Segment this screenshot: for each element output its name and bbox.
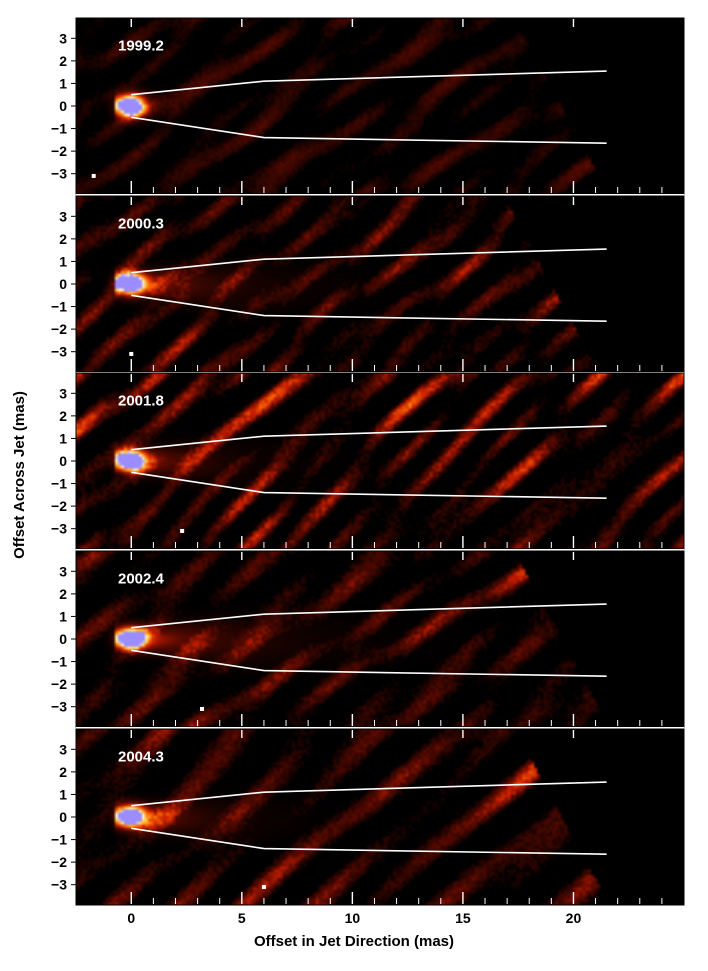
y-tick-label: −2 bbox=[51, 143, 67, 159]
x-tick-label: 0 bbox=[127, 910, 135, 926]
jet-boundary-lower bbox=[131, 827, 607, 856]
jet-boundary-lower bbox=[131, 116, 607, 145]
y-tick-label: −1 bbox=[51, 299, 67, 315]
beam-marker bbox=[129, 351, 134, 356]
y-tick-label: −1 bbox=[51, 832, 67, 848]
jet-boundary-upper bbox=[131, 425, 607, 451]
x-tick-label: 10 bbox=[345, 910, 361, 926]
y-tick-label: 1 bbox=[59, 75, 67, 91]
panel-4: 2002.4 −3 −2 −1 0 1 2 3 bbox=[51, 550, 685, 729]
jet-boundary-upper bbox=[131, 603, 607, 629]
beam-marker bbox=[261, 884, 266, 889]
y-tick-label: −2 bbox=[51, 498, 67, 514]
epoch-label: 2004.3 bbox=[118, 749, 164, 766]
y-tick-label: 1 bbox=[59, 430, 67, 446]
panel-3: 2001.8 −3 −2 −1 0 1 2 3 bbox=[51, 372, 685, 551]
jet-boundary-upper bbox=[131, 70, 607, 96]
y-tick-label: 0 bbox=[59, 453, 67, 469]
y-tick-label: 2 bbox=[59, 231, 67, 247]
y-tick-label: −3 bbox=[51, 521, 67, 537]
x-tick-label: 20 bbox=[566, 910, 582, 926]
epoch-label: 2002.4 bbox=[118, 571, 165, 588]
panel-image bbox=[76, 551, 684, 727]
beam-marker bbox=[200, 706, 205, 711]
panel-image bbox=[76, 373, 684, 549]
panel-5: 2004.3 −3 −2 −1 0 1 2 3 bbox=[51, 728, 685, 906]
y-tick-label: −1 bbox=[51, 654, 67, 670]
jet-boundary-upper bbox=[131, 781, 607, 807]
y-tick-label: 3 bbox=[59, 563, 67, 579]
jet-boundary-lower bbox=[131, 649, 607, 678]
panel-image bbox=[76, 18, 684, 194]
x-axis-label: Offset in Jet Direction (mas) bbox=[254, 933, 454, 950]
y-tick-label: −2 bbox=[51, 854, 67, 870]
y-tick-label: −2 bbox=[51, 676, 67, 692]
jet-boundary-upper bbox=[131, 248, 607, 274]
y-tick-label: 3 bbox=[59, 208, 67, 224]
jet-boundary-lower bbox=[131, 294, 607, 323]
y-tick-label: −2 bbox=[51, 321, 67, 337]
panel-image bbox=[76, 196, 684, 372]
panels: 1999.2 −3 −2 −1 0 1 2 3 2000.3 −3 −2 −1 0 1 2 3 2001.8 −3… bbox=[51, 17, 685, 906]
y-tick-label: 0 bbox=[59, 276, 67, 292]
beam-marker bbox=[91, 173, 96, 178]
x-tick-label: 15 bbox=[455, 910, 471, 926]
y-tick-label: −3 bbox=[51, 166, 67, 182]
jet-boundary-lower bbox=[131, 471, 607, 500]
y-tick-label: −1 bbox=[51, 121, 67, 137]
y-tick-label: −1 bbox=[51, 476, 67, 492]
y-tick-label: 0 bbox=[59, 809, 67, 825]
epoch-label: 2001.8 bbox=[118, 393, 164, 410]
y-tick-label: 2 bbox=[59, 764, 67, 780]
epoch-label: 2000.3 bbox=[118, 216, 164, 233]
epoch-label: 1999.2 bbox=[118, 38, 164, 55]
y-tick-label: 2 bbox=[59, 53, 67, 69]
panel-image bbox=[76, 729, 684, 905]
y-tick-label: 2 bbox=[59, 586, 67, 602]
y-tick-label: 1 bbox=[59, 608, 67, 624]
y-axis-label: Offset Across Jet (mas) bbox=[11, 391, 28, 559]
y-tick-label: −3 bbox=[51, 699, 67, 715]
y-tick-label: 1 bbox=[59, 253, 67, 269]
x-tick-label: 5 bbox=[238, 910, 246, 926]
y-tick-label: 2 bbox=[59, 408, 67, 424]
beam-marker bbox=[180, 528, 185, 533]
y-tick-label: −3 bbox=[51, 344, 67, 360]
panel-2: 2000.3 −3 −2 −1 0 1 2 3 bbox=[51, 195, 685, 374]
panel-1: 1999.2 −3 −2 −1 0 1 2 3 bbox=[51, 17, 685, 196]
x-tick-labels: 0 5 10 15 20 bbox=[127, 910, 581, 926]
y-tick-label: 0 bbox=[59, 631, 67, 647]
y-tick-label: 0 bbox=[59, 98, 67, 114]
y-tick-label: 3 bbox=[59, 30, 67, 46]
y-tick-label: 3 bbox=[59, 741, 67, 757]
y-tick-label: 3 bbox=[59, 385, 67, 401]
y-tick-label: −3 bbox=[51, 877, 67, 893]
y-tick-label: 1 bbox=[59, 786, 67, 802]
